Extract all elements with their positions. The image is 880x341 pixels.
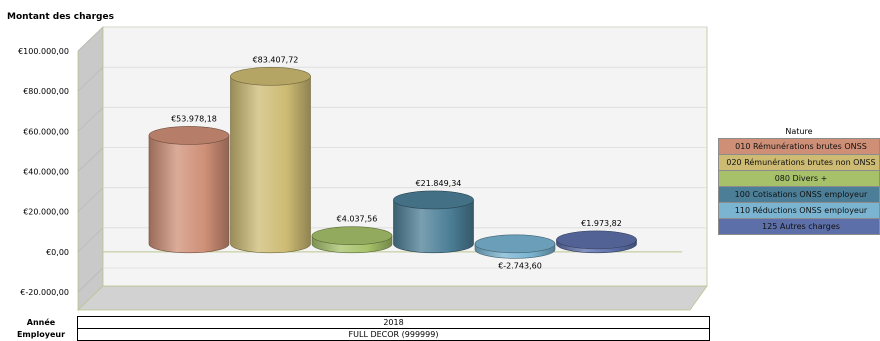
legend: Nature 010 Rémunérations brutes ONSS 020 … [718, 126, 880, 235]
bar-body [230, 76, 311, 254]
row-label-employer: Employeur [16, 330, 66, 339]
legend-item: 125 Autres charges [718, 218, 880, 235]
bar-1 [230, 67, 311, 254]
y-tick-label: €60.000,00 [23, 127, 69, 136]
legend-title: Nature [785, 127, 813, 136]
employer-cell: FULL DECOR (999999) [77, 328, 710, 341]
data-label: €4.037,56 [337, 215, 378, 224]
y-tick-label: €40.000,00 [23, 168, 69, 177]
wall-gridline [77, 66, 104, 92]
legend-item: 020 Rémunérations brutes non ONSS [718, 154, 880, 170]
data-label: €21.849,34 [416, 179, 462, 188]
wall-gridline [77, 147, 104, 172]
bar-cap [556, 230, 637, 250]
bar-3 [393, 190, 474, 254]
left-wall [77, 26, 104, 311]
wall-gridline [77, 107, 104, 132]
wall-gridline [77, 267, 104, 293]
bar-0 [148, 126, 230, 254]
data-label: €1.973,82 [581, 219, 622, 228]
data-label: €-2.743,60 [498, 261, 542, 270]
data-label: €83.407,72 [253, 55, 299, 64]
bar-cap [393, 190, 474, 210]
floor [77, 285, 708, 311]
y-tick-label: €20.000,00 [23, 208, 69, 217]
bar-cap [148, 126, 230, 145]
y-tick-label: €-20.000,00 [20, 288, 69, 297]
bar-cap [311, 226, 393, 246]
legend-item: 080 Divers + [718, 170, 880, 186]
y-tick-label: €80.000,00 [23, 87, 69, 96]
wall-gridline [77, 227, 104, 253]
bar-5 [556, 230, 637, 254]
y-tick-label: €0,00 [46, 248, 69, 257]
legend-item: 010 Rémunérations brutes ONSS [718, 138, 880, 154]
legend-item: 110 Réductions ONSS employeur [718, 202, 880, 218]
wall-gridline [77, 187, 104, 212]
bar-cap [230, 67, 311, 86]
bar-body [393, 199, 474, 254]
bar-2 [311, 226, 393, 254]
chart-title: Montant des charges [7, 12, 114, 22]
bar-4 [474, 234, 556, 259]
bar-cap [474, 234, 556, 254]
wall-gridline [77, 26, 104, 52]
legend-item: 100 Cotisations ONSS employeur [718, 186, 880, 202]
y-tick-label: €100.000,00 [18, 47, 69, 56]
data-label: €53.978,18 [171, 114, 217, 123]
bar-body [148, 135, 230, 254]
row-label-year: Année [26, 318, 56, 327]
